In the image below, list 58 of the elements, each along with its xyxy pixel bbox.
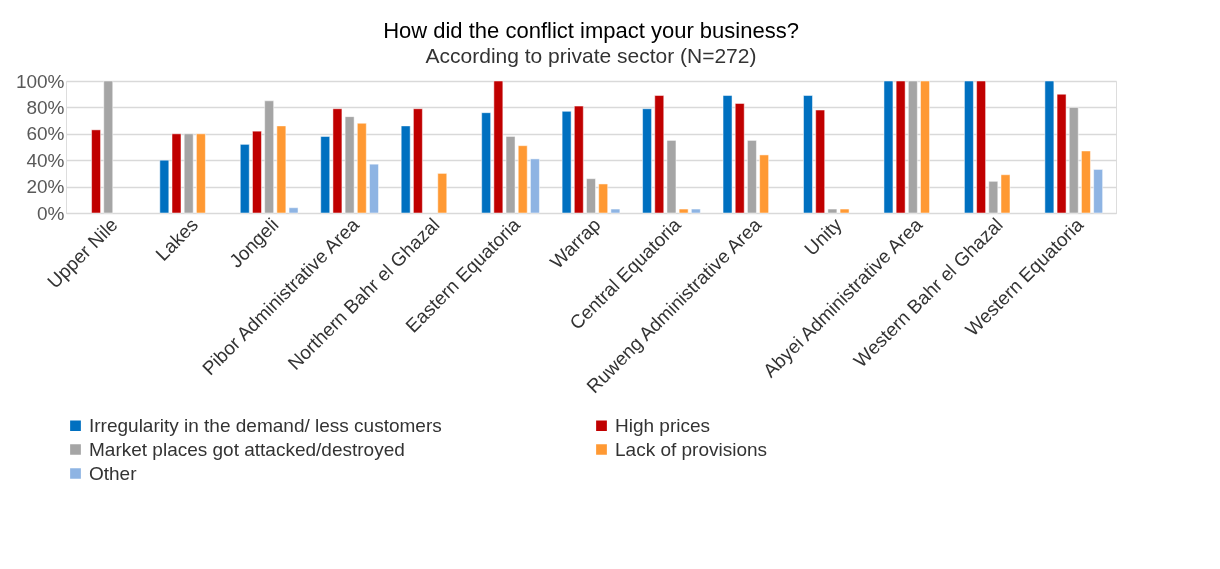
bar (598, 183, 608, 214)
bar (183, 133, 194, 214)
legend-label: Market places got attacked/destroyed (89, 438, 405, 460)
bar (654, 95, 665, 214)
legend-label: High prices (615, 414, 711, 436)
bar (481, 112, 491, 214)
bar (678, 208, 689, 214)
y-tick-label: 100% (15, 70, 65, 92)
bar (666, 140, 677, 214)
bar (691, 208, 701, 214)
bar (586, 178, 596, 214)
bar (357, 122, 367, 214)
bar (240, 144, 250, 214)
bar (159, 159, 170, 214)
y-tick-label: 20% (26, 176, 65, 198)
bar (988, 181, 999, 214)
y-tick-label: 60% (26, 123, 65, 145)
chart-subtitle: According to private sector (N=272) (425, 44, 757, 67)
legend-label: Irregularity in the demand/ less customers (89, 414, 442, 436)
bar (320, 136, 330, 214)
bar (976, 80, 986, 214)
bar (1069, 107, 1079, 214)
bar (759, 154, 769, 214)
bar (920, 80, 930, 214)
bar (803, 95, 813, 214)
bar (1081, 150, 1091, 214)
bar (1093, 169, 1103, 214)
bar (908, 80, 918, 214)
y-tick-label: 80% (26, 96, 65, 118)
legend-label: Other (89, 462, 138, 484)
y-tick-label: 0% (37, 202, 65, 224)
bar (734, 103, 745, 214)
bar (530, 158, 540, 214)
bar (574, 105, 584, 214)
bar (493, 80, 504, 214)
legend-label: Lack of provisions (615, 438, 768, 460)
bar (747, 140, 757, 214)
bar (561, 111, 572, 214)
bar (610, 208, 621, 214)
bar (517, 145, 528, 214)
chart-title: How did the conflict impact your business? (383, 18, 799, 43)
bar (1000, 174, 1011, 214)
bar (369, 163, 379, 214)
y-tick-label: 40% (26, 149, 65, 171)
bar (91, 129, 101, 214)
bar (196, 133, 206, 214)
bar (400, 125, 411, 214)
bar (437, 173, 448, 214)
bar (722, 95, 733, 214)
bar (264, 100, 274, 214)
bar (815, 109, 825, 214)
bar (964, 80, 974, 214)
bar (413, 108, 423, 214)
bar (505, 136, 516, 214)
bar (642, 108, 652, 214)
bar (252, 130, 262, 214)
bar (171, 133, 182, 214)
bar (103, 80, 113, 214)
